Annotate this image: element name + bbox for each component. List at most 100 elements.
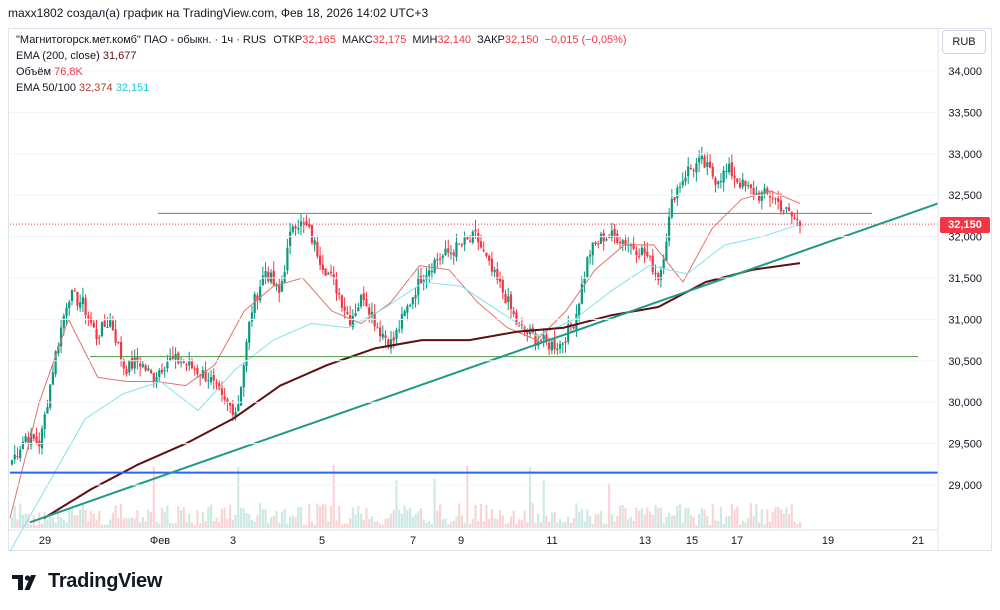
volume-bar [212,520,215,528]
candle-body [430,271,434,273]
ema50-100-row[interactable]: EMA 50/100 32,374 32,151 [16,80,627,96]
y-tick-label: 30,500 [948,356,982,368]
ema200-row[interactable]: EMA (200, close) 31,677 [16,48,627,64]
volume-bar [237,466,240,528]
candle-body [201,370,204,378]
candle-body [248,321,251,343]
volume-bar [578,512,581,528]
volume-bar [537,513,540,528]
candle-body [149,370,153,374]
volume-bar [253,521,256,528]
tradingview-logo-icon [12,574,36,590]
volume-bar [687,507,690,528]
candle-body [188,360,191,366]
candle-body [223,396,226,400]
candle-body [651,255,654,273]
candle-body [229,402,232,406]
candle-body [220,388,224,395]
volume-bar [125,518,128,528]
high-value: 32,175 [372,34,407,46]
candle-body [449,252,453,254]
candle-body [455,242,458,258]
tradingview-logo[interactable]: TradingView [12,570,162,593]
candle-body [193,368,196,370]
y-tick-label: 31,500 [948,273,982,285]
candle-body [583,277,586,284]
volume-bar [711,504,714,528]
candle-body [166,362,169,369]
candle-body [171,356,174,359]
volume-bar [111,512,114,528]
volume-bar [188,513,191,528]
candle-body [100,322,104,337]
volume-bar [370,516,374,528]
candle-body [294,226,297,229]
volume-bar [234,514,237,528]
volume-bar [719,506,723,528]
volume-bar [414,514,417,528]
candle-body [250,312,254,322]
volume-bar [395,480,398,528]
candle-body [458,243,461,245]
volume-bar [542,480,545,528]
volume-bar [610,514,613,528]
volume-bar [526,522,529,528]
volume-bar [378,523,382,528]
volume-bar [496,519,499,528]
symbol-name[interactable]: "Магнитогорск.мет.комб" ПАО - обыкн. · 1… [16,34,267,46]
volume-bar [449,522,453,528]
volume-bar [299,507,303,528]
volume-bar [708,524,712,528]
chart-canvas[interactable]: 34,000 33,500 33,000 32,500 32,000 31,500 31,0… [0,0,1000,560]
tradingview-logo-text: TradingView [48,570,163,592]
candle-body [253,294,256,313]
volume-bar [73,515,76,528]
volume-bar [220,508,224,528]
volume-bar [602,523,605,528]
volume-bar [428,521,431,528]
candle-body [13,454,16,460]
candle-body [733,175,736,179]
volume-bar [665,516,668,528]
volume-bar [114,505,117,528]
volume-bar [133,518,136,528]
x-tick-label: 3 [230,535,236,547]
candle-body [256,295,259,301]
chart-frame[interactable] [8,28,992,551]
candle-body [556,348,559,351]
volume-bar [87,521,90,528]
volume-bar [169,522,172,528]
y-tick-label: 29,500 [948,439,982,451]
candle-body [771,198,774,200]
volume-bar [207,507,210,528]
volume-bar [136,509,139,528]
candle-body [177,352,180,364]
candle-body [62,315,65,328]
candle-body [755,193,758,195]
candle-body [719,180,723,183]
candle-body [777,198,780,202]
candle-body [403,311,406,316]
candle-body [692,170,695,172]
volume-row[interactable]: Объём 76,8K [16,64,627,80]
volume-bar [84,509,87,528]
candle-body [706,162,709,167]
volume-bar [627,519,630,528]
volume-bar [103,524,106,528]
candle-body [327,272,330,275]
volume-bar [248,514,251,528]
currency-button[interactable]: RUB [942,30,986,54]
volume-bar [357,506,360,528]
volume-bar [599,511,603,528]
candle-body [493,269,496,273]
volume-bar [594,514,597,528]
candle-body [335,279,338,294]
volume-bar [79,509,82,528]
volume-bar [171,523,174,528]
volume-bar [100,524,104,528]
volume-bar [561,522,564,528]
volume-bar [586,509,589,528]
volume-bar [76,515,79,528]
volume-bar [438,504,442,528]
candle-body [561,343,564,345]
